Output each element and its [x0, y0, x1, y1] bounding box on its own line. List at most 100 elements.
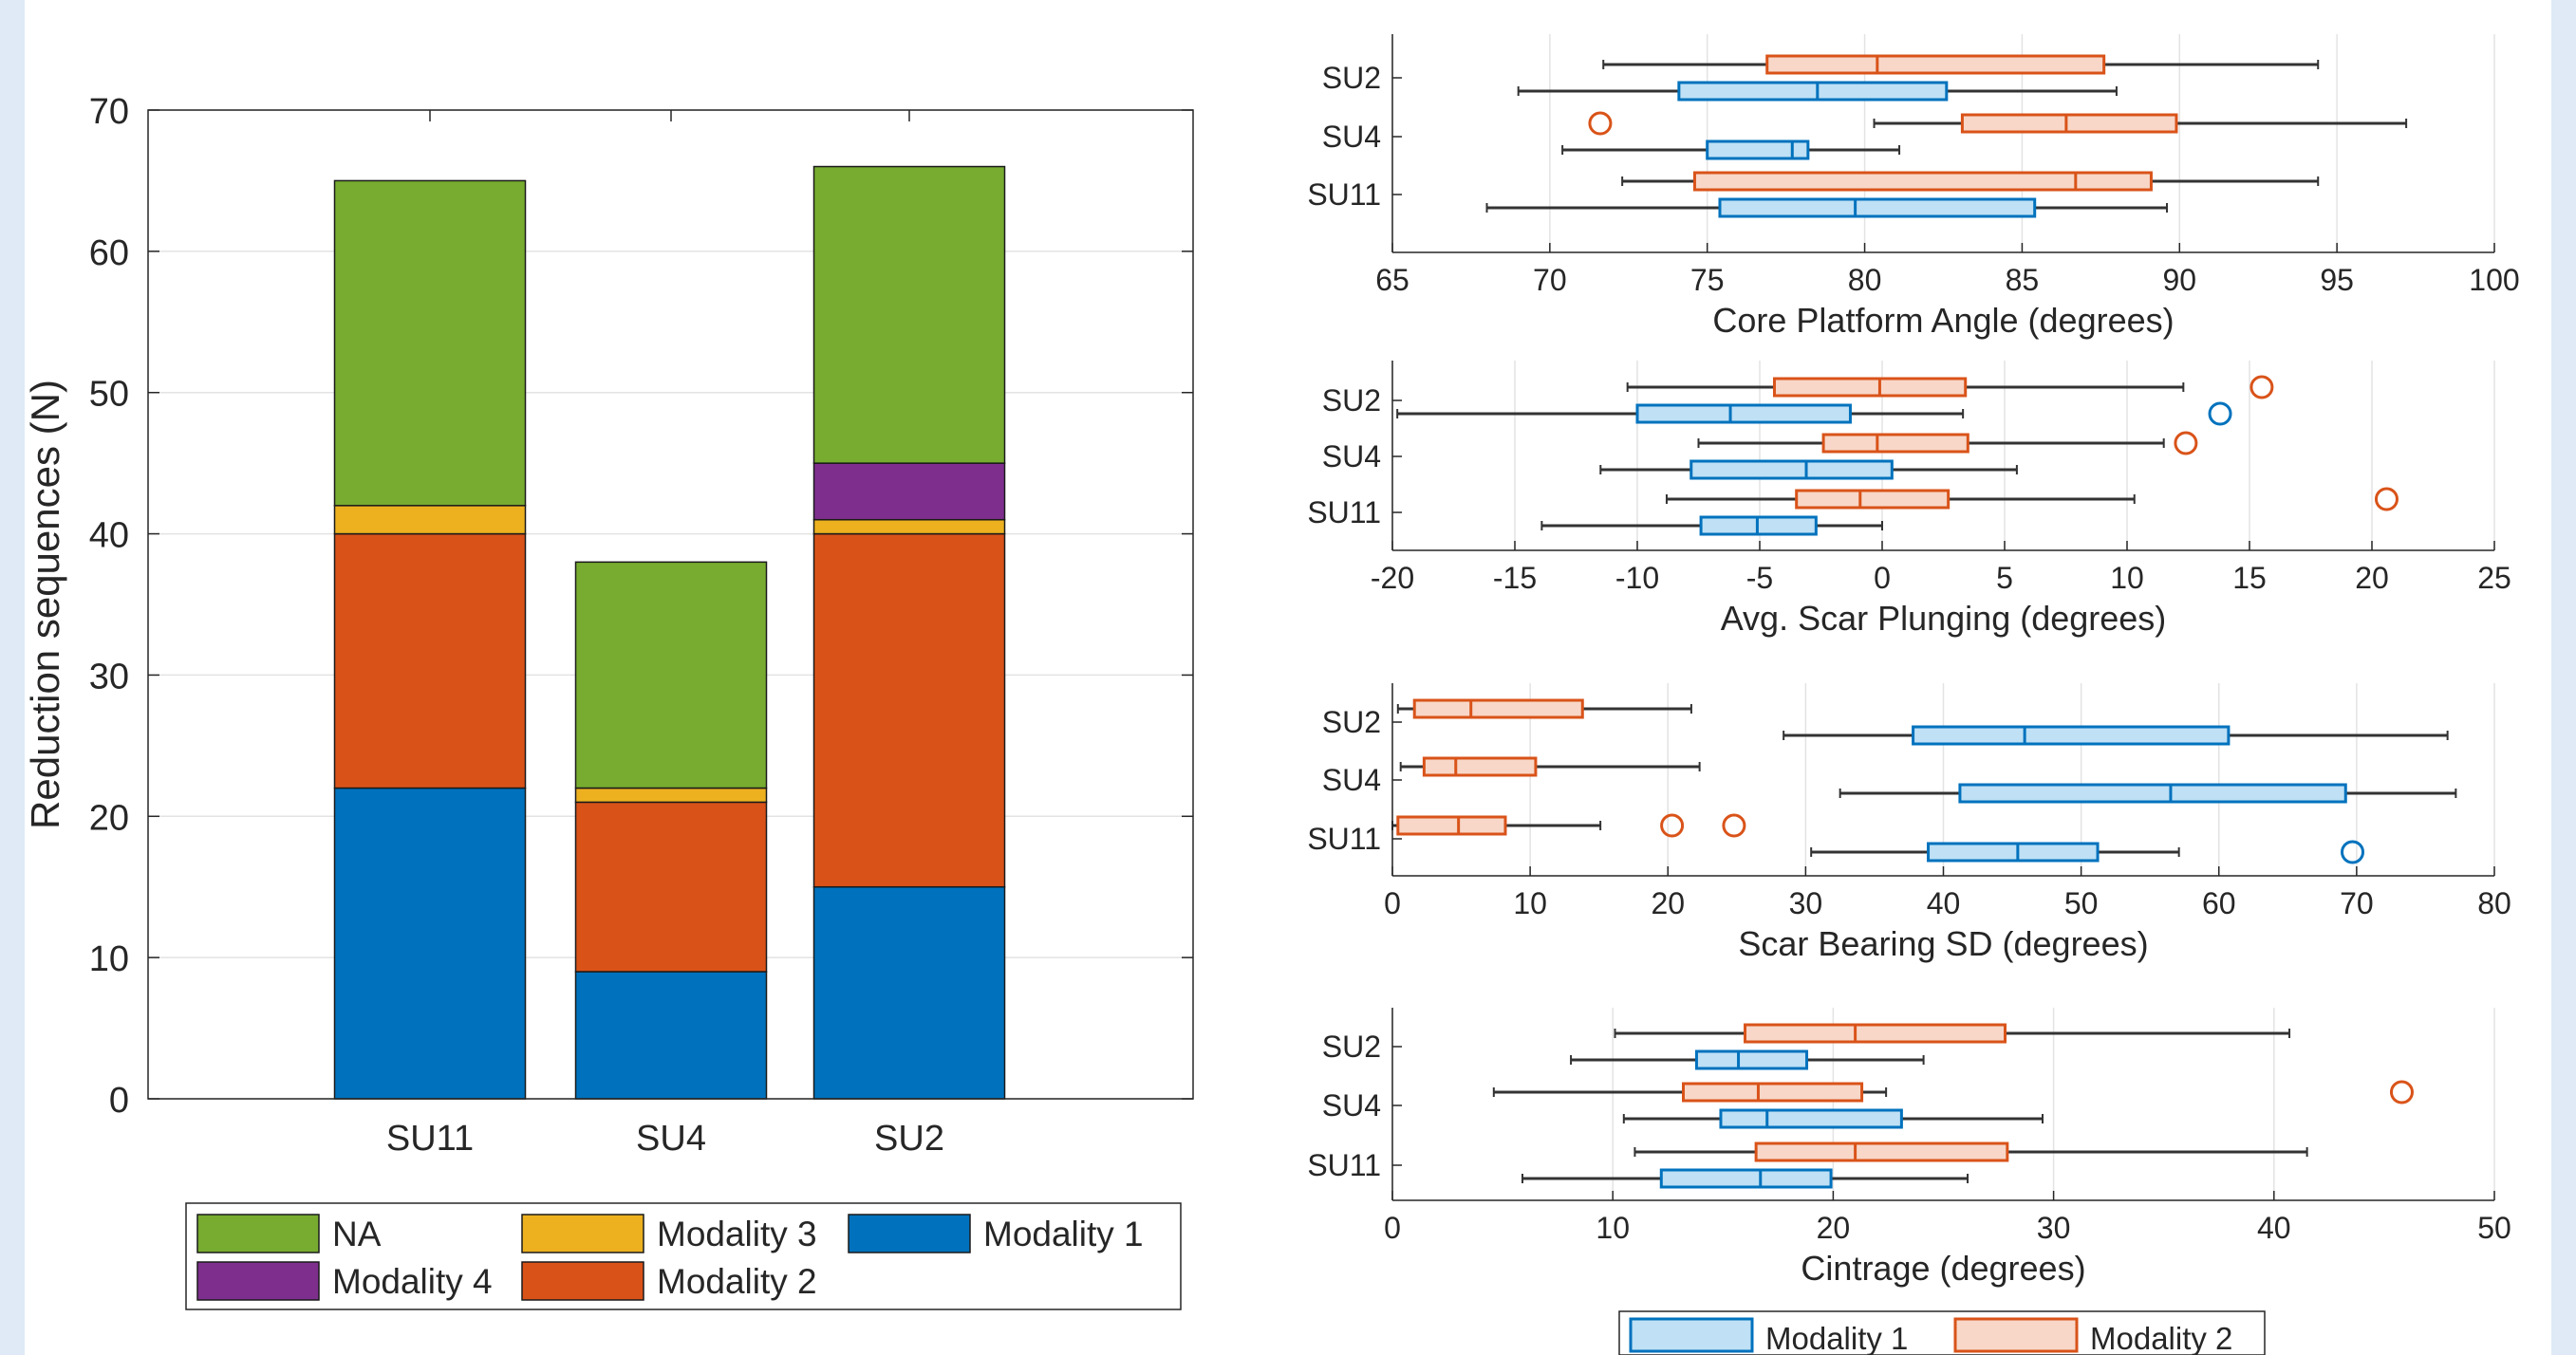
x-tick-label-su4: SU4	[636, 1119, 706, 1159]
bar-segment-su4-na	[574, 561, 768, 789]
box-su11-modality-1	[1718, 197, 2037, 218]
legend-swatch-modality-4	[196, 1261, 320, 1301]
y-tick-label: 60	[89, 233, 129, 273]
box-su4-modality-1	[1719, 1108, 1903, 1129]
outlier-su2-modality-2	[2249, 375, 2274, 399]
box-su2-modality-1	[1694, 1049, 1809, 1070]
outlier-su2-modality-1	[2208, 401, 2232, 426]
x-tick-label: 15	[2232, 561, 2267, 595]
x-tick-label: 0	[1384, 1211, 1401, 1245]
legend-label-modality-3: Modality 3	[657, 1215, 817, 1253]
y-tick-label: 40	[89, 516, 129, 556]
x-tick-label-su2: SU2	[874, 1119, 944, 1159]
x-tick-label: -20	[1371, 561, 1414, 595]
box-plot-avg-scar-plunging-degrees: -20 -15 -10 -5 0 5 10 15 20 25 Avg. Scar Plunging …	[1307, 361, 2511, 638]
y-tick-label-su4: SU4	[1322, 1088, 1381, 1123]
x-tick-label: 95	[2320, 263, 2354, 297]
x-axis-label: Scar Bearing SD (degrees)	[1738, 924, 2148, 963]
bar-segment-su2-modality-3	[812, 518, 1006, 535]
y-tick-label-su11: SU11	[1307, 177, 1381, 212]
box-su2-modality-1	[1912, 725, 2231, 746]
x-tick-label: 100	[2469, 263, 2519, 297]
y-tick-label-su4: SU4	[1322, 439, 1381, 473]
stacked-bar-chart: 0 10 20 30 40 50 60 70 SU11 SU4 SU2 Reduction seque…	[25, 92, 1194, 1159]
legend-swatch-modality-2	[521, 1261, 644, 1301]
x-tick-label: 80	[1848, 263, 1882, 297]
box-su4-modality-2	[1960, 113, 2178, 134]
y-tick-label: 50	[89, 375, 129, 415]
y-tick-label-su2: SU2	[1322, 61, 1381, 95]
bar-segment-su2-modality-1	[812, 885, 1006, 1100]
box-su2-modality-2	[1412, 698, 1584, 719]
outlier-su11-modality-2	[1660, 813, 1685, 838]
box-su11-modality-2	[1754, 1142, 2009, 1162]
y-tick-label: 30	[89, 657, 129, 696]
legend-label-modality-1: Modality 1	[1765, 1321, 1908, 1355]
bar-legend: NA Modality 3 Modality 1 Modality 4 Modality…	[185, 1202, 1182, 1310]
bar-segment-su11-na	[333, 179, 527, 507]
legend-label-modality-1: Modality 1	[983, 1215, 1144, 1253]
y-tick-label-su4: SU4	[1322, 763, 1381, 797]
box-su4-modality-2	[1682, 1082, 1864, 1103]
bar-segment-su4-modality-2	[574, 801, 768, 973]
box-plot-scar-bearing-sd-degrees: 0 10 20 30 40 50 60 70 80 Scar Bearing SD (degree…	[1307, 683, 2511, 963]
x-tick-label: 85	[2006, 263, 2040, 297]
legend-label-modality-4: Modality 4	[332, 1262, 493, 1301]
x-tick-label: 0	[1874, 561, 1891, 595]
box-su4-modality-1	[1958, 783, 2347, 804]
box-su11-modality-1	[1659, 1168, 1833, 1189]
y-tick-label: 10	[89, 939, 129, 979]
outlier-su4-modality-2	[2389, 1080, 2414, 1104]
plot-frame	[147, 109, 1194, 1100]
y-tick-label: 0	[109, 1081, 129, 1121]
outlier-su11-modality-2	[2374, 487, 2399, 511]
y-tick-label-su11: SU11	[1307, 495, 1381, 529]
x-tick-label: 65	[1375, 263, 1409, 297]
x-tick-label-su11: SU11	[386, 1119, 474, 1159]
legend-box	[185, 1202, 1182, 1310]
legend-swatch-modality-1	[1629, 1317, 1754, 1353]
x-tick-label: 5	[1996, 561, 2013, 595]
y-tick-label-su2: SU2	[1322, 383, 1381, 418]
legend-swatch-modality-1	[848, 1214, 971, 1253]
x-tick-label: 20	[1651, 886, 1685, 920]
y-tick-label-su11: SU11	[1307, 1148, 1381, 1182]
y-tick-label-su11: SU11	[1307, 822, 1381, 856]
x-tick-label: 40	[1927, 886, 1961, 920]
y-tick-label-su2: SU2	[1322, 705, 1381, 739]
x-tick-label: 75	[1690, 263, 1725, 297]
y-tick-label: 70	[89, 92, 129, 132]
x-tick-label: -15	[1493, 561, 1537, 595]
box-su4-modality-1	[1689, 459, 1894, 480]
box-su4-modality-1	[1706, 139, 1810, 160]
x-tick-label: 20	[2355, 561, 2389, 595]
legend-swatch-na	[196, 1214, 320, 1253]
box-legend: Modality 1 Modality 2	[1618, 1310, 2266, 1355]
legend-label-modality-2: Modality 2	[657, 1262, 817, 1301]
x-tick-label: 30	[2037, 1211, 2071, 1245]
legend-label-na: NA	[332, 1215, 382, 1253]
box-su2-modality-1	[1635, 403, 1852, 424]
box-su2-modality-1	[1677, 81, 1949, 102]
bar-segment-su2-na	[812, 165, 1006, 464]
bar-segment-su11-modality-2	[333, 532, 527, 789]
x-tick-label: 60	[2202, 886, 2236, 920]
y-axis-label: Reduction sequences (N)	[25, 380, 67, 829]
x-axis-label: Core Platform Angle (degrees)	[1712, 301, 2174, 340]
box-su11-modality-2	[1692, 171, 2153, 192]
box-su2-modality-2	[1744, 1023, 2007, 1044]
x-tick-label: 10	[1596, 1211, 1630, 1245]
bar-segment-su4-modality-1	[574, 971, 768, 1100]
bar-segment-su11-modality-3	[333, 505, 527, 535]
x-tick-label: 70	[2340, 886, 2374, 920]
x-tick-label: 25	[2477, 561, 2511, 595]
box-su2-modality-2	[1772, 377, 1968, 398]
bar-segment-su2-modality-4	[812, 462, 1006, 521]
bar-segment-su11-modality-1	[333, 787, 527, 1100]
x-axis-label: Avg. Scar Plunging (degrees)	[1721, 599, 2167, 638]
x-tick-label: 20	[1817, 1211, 1851, 1245]
x-tick-label: 80	[2477, 886, 2511, 920]
y-tick-label-su4: SU4	[1322, 120, 1381, 154]
outlier-su4-modality-2	[1588, 111, 1613, 136]
